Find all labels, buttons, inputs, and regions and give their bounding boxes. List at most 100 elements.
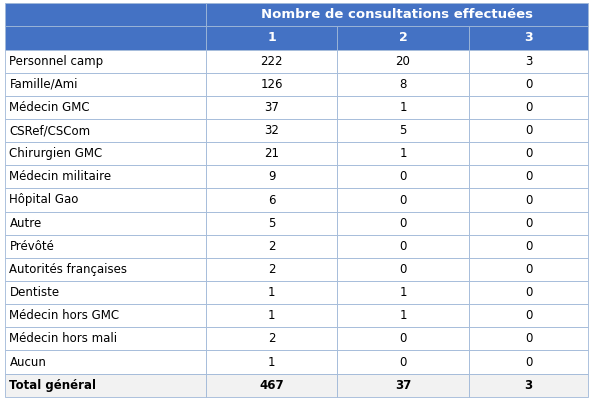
Bar <box>206 350 337 374</box>
Text: 0: 0 <box>525 332 532 346</box>
Text: 0: 0 <box>525 240 532 253</box>
Text: 20: 20 <box>396 54 410 68</box>
Bar <box>337 73 468 96</box>
Text: 0: 0 <box>399 194 407 206</box>
Bar <box>5 73 206 96</box>
Bar <box>206 96 337 119</box>
Text: 32: 32 <box>264 124 279 137</box>
Text: Nombre de consultations effectuées: Nombre de consultations effectuées <box>261 8 533 21</box>
Bar <box>468 350 588 374</box>
Bar <box>206 212 337 235</box>
Bar <box>206 258 337 281</box>
Bar <box>468 96 588 119</box>
Bar <box>337 50 468 73</box>
Bar <box>5 281 206 304</box>
Text: 0: 0 <box>525 263 532 276</box>
Bar <box>5 212 206 235</box>
Text: 2: 2 <box>268 240 276 253</box>
Bar <box>468 374 588 397</box>
Text: 5: 5 <box>399 124 407 137</box>
Bar <box>337 235 468 258</box>
Text: 0: 0 <box>399 332 407 346</box>
Bar <box>5 235 206 258</box>
Text: 3: 3 <box>525 54 532 68</box>
Bar <box>468 327 588 350</box>
Bar <box>468 26 588 50</box>
Text: 1: 1 <box>268 286 276 299</box>
Bar <box>337 281 468 304</box>
Text: 0: 0 <box>399 240 407 253</box>
Text: 0: 0 <box>525 101 532 114</box>
Bar <box>5 350 206 374</box>
Text: Famille/Ami: Famille/Ami <box>9 78 78 91</box>
Text: Médecin militaire: Médecin militaire <box>9 170 111 183</box>
Bar <box>337 374 468 397</box>
Text: 1: 1 <box>268 356 276 368</box>
Bar <box>206 3 588 26</box>
Bar <box>468 304 588 327</box>
Text: 8: 8 <box>399 78 407 91</box>
Text: Total général: Total général <box>9 379 97 392</box>
Bar <box>468 50 588 73</box>
Bar <box>468 165 588 188</box>
Text: 21: 21 <box>264 147 279 160</box>
Text: 0: 0 <box>525 124 532 137</box>
Bar <box>468 258 588 281</box>
Bar <box>5 3 206 26</box>
Bar <box>337 258 468 281</box>
Bar <box>206 281 337 304</box>
Bar <box>337 119 468 142</box>
Text: 2: 2 <box>398 32 407 44</box>
Text: 0: 0 <box>525 147 532 160</box>
Bar <box>337 327 468 350</box>
Text: Médecin hors GMC: Médecin hors GMC <box>9 309 120 322</box>
Bar <box>468 119 588 142</box>
Text: 0: 0 <box>525 170 532 183</box>
Bar <box>5 142 206 165</box>
Bar <box>468 235 588 258</box>
Bar <box>5 258 206 281</box>
Text: Autorités françaises: Autorités françaises <box>9 263 127 276</box>
Text: 0: 0 <box>399 217 407 230</box>
Bar <box>337 304 468 327</box>
Text: 0: 0 <box>399 170 407 183</box>
Bar <box>206 50 337 73</box>
Text: 0: 0 <box>525 217 532 230</box>
Bar <box>468 73 588 96</box>
Bar <box>206 26 337 50</box>
Bar <box>206 165 337 188</box>
Bar <box>468 281 588 304</box>
Text: 0: 0 <box>525 309 532 322</box>
Bar <box>206 374 337 397</box>
Text: 2: 2 <box>268 332 276 346</box>
Bar <box>5 327 206 350</box>
Text: Médecin GMC: Médecin GMC <box>9 101 90 114</box>
Bar <box>5 26 206 50</box>
Bar <box>5 165 206 188</box>
Text: Chirurgien GMC: Chirurgien GMC <box>9 147 103 160</box>
Text: 0: 0 <box>525 194 532 206</box>
Text: 467: 467 <box>259 379 284 392</box>
Text: 37: 37 <box>395 379 411 392</box>
Bar <box>337 142 468 165</box>
Bar <box>5 50 206 73</box>
Text: 1: 1 <box>399 147 407 160</box>
Text: Médecin hors mali: Médecin hors mali <box>9 332 117 346</box>
Bar <box>5 96 206 119</box>
Bar <box>337 96 468 119</box>
Text: 0: 0 <box>525 78 532 91</box>
Bar <box>5 304 206 327</box>
Bar <box>468 212 588 235</box>
Text: 5: 5 <box>268 217 275 230</box>
Bar <box>337 165 468 188</box>
Text: 1: 1 <box>399 309 407 322</box>
Text: Aucun: Aucun <box>9 356 46 368</box>
Text: Autre: Autre <box>9 217 42 230</box>
Text: 37: 37 <box>264 101 279 114</box>
Bar <box>206 142 337 165</box>
Text: 126: 126 <box>260 78 283 91</box>
Text: Prévôté: Prévôté <box>9 240 55 253</box>
Text: Hôpital Gao: Hôpital Gao <box>9 194 79 206</box>
Text: 0: 0 <box>525 356 532 368</box>
Bar <box>337 188 468 212</box>
